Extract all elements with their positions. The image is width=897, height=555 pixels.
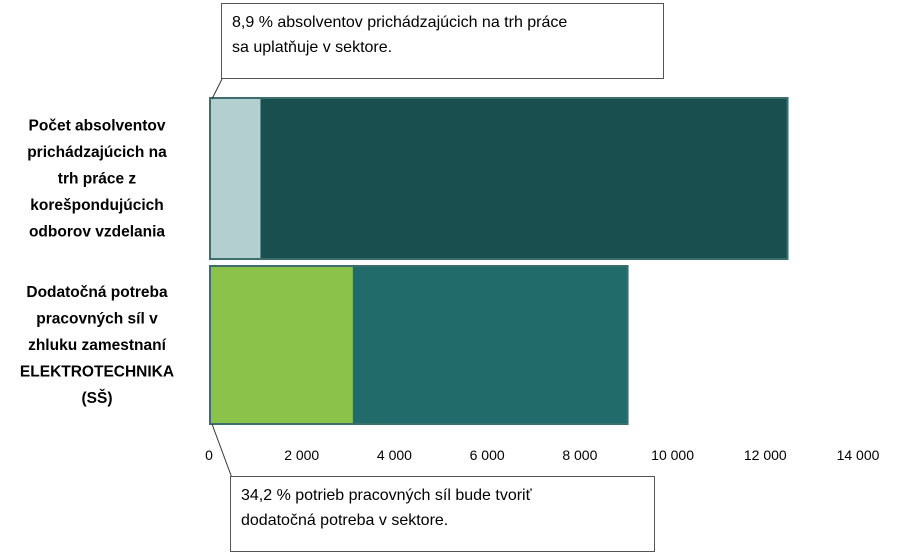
x-tick-label: 8 000: [562, 447, 597, 463]
bar-2-segment-2: [352, 265, 629, 425]
x-tick-label: 12 000: [744, 447, 787, 463]
category-2-label-line-2: pracovných síl v: [36, 311, 158, 328]
x-tick-label: 6 000: [470, 447, 505, 463]
bar-2-segment-1: [209, 265, 353, 425]
category-labels: Počet absolventov prichádzajúcich na trh p…: [20, 118, 174, 408]
callout-bottom: 34,2 % potrieb pracovných síl bude tvori…: [230, 476, 655, 552]
bar-2-outline: [209, 265, 629, 425]
x-tick-label: 14 000: [837, 447, 880, 463]
callout-top-line-2: sa uplatňuje v sektore.: [232, 39, 393, 56]
callout-bottom-line-2: dodatočná potreba v sektore.: [241, 512, 449, 529]
x-tick-label: 2 000: [284, 447, 319, 463]
category-1-label-line-1: Počet absolventov: [29, 118, 166, 135]
category-1-label-line-4: korešpondujúcich: [30, 197, 164, 214]
bar-1-segment-1: [209, 97, 261, 260]
callout-top-line-1: 8,9 % absolventov prichádzajúcich na trh…: [232, 14, 568, 31]
category-2-label-line-3: zhluku zamestnaní: [28, 337, 166, 354]
bar-1-segment-2: [260, 97, 789, 260]
category-1-label-line-2: prichádzajúcich na: [27, 144, 167, 161]
category-2-label-line-1: Dodatočná potreba: [26, 284, 168, 301]
bar-1-outline: [209, 97, 789, 260]
callout-leaders: [211, 78, 233, 479]
callout-bottom-line-1: 34,2 % potrieb pracovných síl bude tvori…: [241, 487, 532, 504]
callout-top-leader: [211, 78, 223, 100]
x-axis-ticks: 0 2 000 4 000 6 000 8 000 10 000 12 000 14 000: [205, 447, 880, 463]
category-1-label-line-5: odborov vzdelania: [29, 224, 165, 241]
x-tick-label: 0: [205, 447, 213, 463]
x-tick-label: 4 000: [377, 447, 412, 463]
callout-bottom-leader: [211, 423, 233, 479]
x-tick-label: 10 000: [651, 447, 694, 463]
category-2-label-line-5: (SŠ): [82, 389, 113, 407]
bars-group: [209, 97, 789, 425]
category-2-label-line-4: ELEKTROTECHNIKA: [20, 364, 174, 381]
callout-top: 8,9 % absolventov prichádzajúcich na trh…: [221, 3, 664, 79]
category-1-label-line-3: trh práce z: [58, 171, 137, 188]
